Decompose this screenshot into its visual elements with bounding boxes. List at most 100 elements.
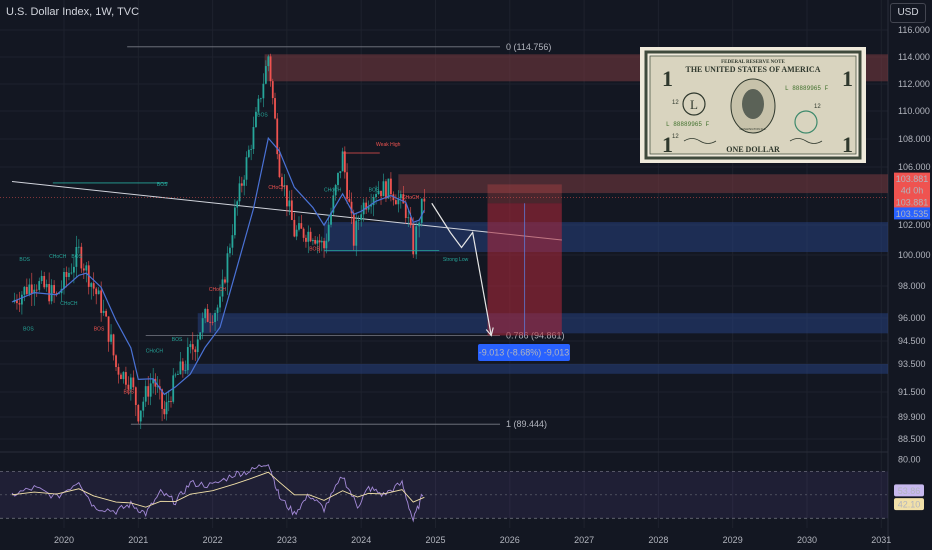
candle-body — [404, 203, 407, 219]
candle-body — [350, 201, 353, 214]
candle-body — [367, 206, 370, 210]
candle-body — [372, 197, 375, 206]
smc-label: CHoCH — [209, 287, 227, 293]
projection-path[interactable] — [431, 202, 494, 337]
candle-body — [156, 386, 159, 388]
candle-body — [147, 386, 150, 397]
candle-body — [236, 201, 239, 208]
candle-body — [209, 321, 212, 323]
candle-body — [120, 374, 122, 380]
time-tick: 2023 — [277, 535, 297, 545]
candle-body — [20, 294, 23, 305]
arrow-head-icon — [485, 327, 494, 337]
candle-body — [206, 309, 209, 322]
candle-body — [283, 185, 286, 187]
candle-body — [196, 339, 199, 353]
price-tick: 106.000 — [898, 162, 931, 172]
price-tick: 116.000 — [898, 25, 930, 35]
candle-body — [375, 194, 377, 198]
candle-body — [377, 190, 380, 195]
candle-body — [117, 367, 120, 375]
time-tick: 2027 — [574, 535, 594, 545]
candle-body — [362, 202, 365, 215]
candle-body — [390, 178, 392, 195]
candle-body — [243, 179, 246, 186]
banknote-bottom: ONE DOLLAR — [726, 145, 780, 154]
candle-body — [25, 286, 28, 295]
measure-label: -9.013 (-8.68%) -9,013 — [479, 348, 570, 358]
candle-body — [316, 240, 319, 244]
smc-label: CHoCH — [324, 188, 342, 194]
candle-body — [281, 177, 283, 187]
price-tick: 89.900 — [898, 412, 926, 422]
candle-body — [420, 198, 423, 223]
rsi-tick: 80.00 — [898, 455, 921, 465]
portrait-caption: WASHINGTON D.C. — [739, 127, 767, 131]
candle-body — [134, 387, 137, 405]
ema-line — [11, 136, 425, 396]
price-tick: 110.000 — [898, 106, 930, 116]
price-tick: 102.000 — [898, 220, 931, 230]
smc-label: BOS — [369, 188, 380, 194]
time-tick: 2020 — [54, 535, 74, 545]
price-axis[interactable]: 116.000 114.000 112.000 110.000 108.000 106.0… — [898, 25, 931, 444]
candle-body — [325, 240, 328, 249]
candle-body — [105, 310, 108, 317]
banknote-top: FEDERAL RESERVE NOTE — [721, 60, 785, 65]
candle-body — [295, 229, 298, 237]
banknote-letter: L — [690, 97, 698, 112]
fib-label: 0 (114.756) — [506, 42, 551, 52]
candle-body — [224, 279, 226, 283]
candle-body — [165, 402, 168, 415]
candle-body — [387, 178, 390, 199]
rsi-band — [0, 471, 888, 519]
candle-body — [360, 214, 363, 220]
candle-body — [189, 344, 192, 348]
candle-body — [181, 361, 184, 371]
banknote-series-left: 12 — [672, 100, 679, 106]
dollar-banknote: FEDERAL RESERVE NOTE THE UNITED STATES O… — [640, 47, 866, 163]
supply-demand-zone — [324, 222, 888, 252]
treasury-seal-icon — [794, 110, 818, 134]
banknote-digit-tr: 1 — [842, 66, 853, 91]
candle-body — [238, 183, 241, 202]
smc-label: BOS — [23, 326, 34, 332]
candle-body — [318, 240, 321, 243]
smc-label: CHoCH — [60, 301, 78, 307]
rsi-tag: 53.86 — [898, 486, 921, 496]
short-position[interactable]: -9.013 (-8.68%) -9,013 — [478, 184, 570, 361]
smc-label: Strong Low — [443, 257, 469, 263]
candle-body — [149, 383, 152, 397]
banknote-digit-tl: 1 — [662, 66, 673, 91]
price-tick: 93.500 — [898, 359, 926, 369]
candle-body — [402, 194, 405, 204]
rsi-tag: 42.10 — [898, 500, 921, 510]
candle-body — [48, 284, 51, 302]
candle-body — [262, 83, 265, 99]
candle-body — [250, 149, 253, 150]
candle-body — [18, 303, 21, 305]
time-axis[interactable]: 2020 2021 2022 2023 2024 2025 2026 2027 2028 2029… — [54, 535, 891, 545]
time-tick: 2021 — [128, 535, 148, 545]
candle-body — [286, 185, 288, 207]
candle-body — [418, 222, 421, 227]
chart-title[interactable]: U.S. Dollar Index, 1W, TVC — [6, 6, 140, 18]
smc-label: BOS — [257, 113, 268, 119]
candle-body — [394, 200, 397, 205]
candle-body — [259, 98, 262, 100]
candle-body — [298, 223, 300, 230]
currency-button[interactable]: USD — [890, 3, 926, 23]
candle-body — [343, 151, 346, 173]
smc-label: CHoCH — [49, 254, 67, 260]
candle-body — [327, 224, 330, 241]
price-tick: 112.000 — [898, 79, 930, 89]
banknote-series-right: 12 — [814, 104, 821, 110]
rsi-line — [11, 464, 424, 523]
candle-body — [255, 111, 257, 128]
candle-body — [412, 225, 415, 255]
candle-body — [365, 202, 368, 210]
banknote-series-left-lower: 12 — [672, 134, 679, 140]
candle-body — [339, 171, 342, 174]
candle-body — [290, 200, 293, 220]
